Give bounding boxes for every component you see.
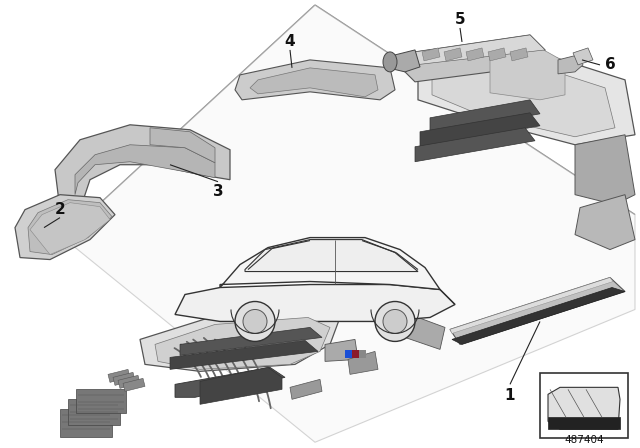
- Polygon shape: [175, 367, 285, 397]
- Polygon shape: [510, 48, 528, 61]
- Polygon shape: [405, 314, 445, 349]
- Polygon shape: [400, 35, 545, 82]
- Text: 3: 3: [212, 184, 223, 199]
- Ellipse shape: [383, 52, 397, 72]
- Polygon shape: [150, 128, 215, 163]
- Polygon shape: [432, 54, 615, 137]
- Text: 6: 6: [605, 57, 616, 73]
- Polygon shape: [15, 195, 115, 259]
- Polygon shape: [388, 50, 420, 72]
- Polygon shape: [235, 60, 395, 100]
- Polygon shape: [155, 318, 330, 369]
- Polygon shape: [415, 35, 545, 65]
- Polygon shape: [108, 369, 130, 382]
- Polygon shape: [180, 327, 322, 355]
- Polygon shape: [450, 277, 613, 333]
- Polygon shape: [430, 100, 540, 134]
- Polygon shape: [75, 145, 215, 195]
- Polygon shape: [220, 237, 440, 289]
- Circle shape: [383, 310, 407, 333]
- Polygon shape: [325, 340, 358, 362]
- Bar: [352, 350, 359, 358]
- Circle shape: [235, 302, 275, 341]
- Bar: [76, 389, 126, 414]
- Bar: [345, 350, 352, 358]
- Polygon shape: [250, 68, 378, 97]
- Polygon shape: [140, 310, 340, 371]
- Text: 5: 5: [454, 13, 465, 27]
- Polygon shape: [28, 200, 112, 254]
- Polygon shape: [200, 367, 282, 404]
- Polygon shape: [573, 48, 593, 65]
- Polygon shape: [548, 388, 620, 429]
- Circle shape: [243, 310, 267, 333]
- Polygon shape: [348, 351, 378, 375]
- Text: 2: 2: [54, 202, 65, 217]
- Polygon shape: [415, 128, 535, 162]
- Text: 1: 1: [505, 388, 515, 403]
- Polygon shape: [548, 417, 620, 429]
- Polygon shape: [420, 113, 540, 148]
- Polygon shape: [113, 372, 135, 385]
- Polygon shape: [118, 375, 140, 388]
- Polygon shape: [418, 40, 635, 145]
- Polygon shape: [452, 288, 625, 345]
- Polygon shape: [444, 48, 462, 61]
- Bar: [68, 399, 120, 425]
- Polygon shape: [63, 5, 635, 442]
- Polygon shape: [466, 48, 484, 61]
- Polygon shape: [488, 48, 506, 61]
- Circle shape: [375, 302, 415, 341]
- Bar: [359, 350, 366, 358]
- Polygon shape: [575, 135, 635, 205]
- Polygon shape: [55, 125, 230, 210]
- Polygon shape: [290, 379, 322, 399]
- Polygon shape: [123, 379, 145, 392]
- Polygon shape: [575, 195, 635, 250]
- Bar: [60, 409, 112, 437]
- Polygon shape: [422, 48, 440, 61]
- Polygon shape: [558, 55, 583, 74]
- Polygon shape: [245, 240, 418, 271]
- Polygon shape: [450, 277, 625, 345]
- Text: 487404: 487404: [564, 435, 604, 445]
- Polygon shape: [490, 48, 565, 100]
- Polygon shape: [170, 340, 318, 369]
- Polygon shape: [30, 202, 110, 254]
- Polygon shape: [175, 284, 455, 322]
- Text: 4: 4: [285, 34, 295, 49]
- Bar: [540, 373, 628, 438]
